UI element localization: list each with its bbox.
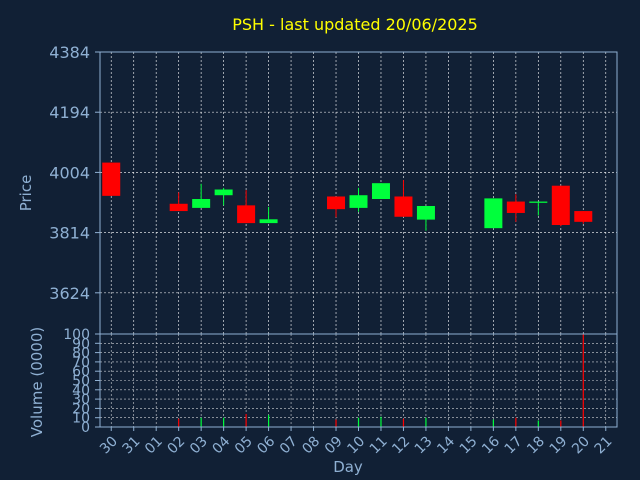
x-tick-label: 14 — [434, 433, 458, 457]
candle-body — [169, 203, 188, 212]
x-tick-label: 15 — [457, 433, 481, 457]
volume-y-tick-label: 80 — [72, 346, 90, 362]
price-y-tick-label: 3814 — [49, 224, 90, 243]
chart-title: PSH - last updated 20/06/2025 — [232, 15, 478, 34]
x-axis-label: Day — [333, 458, 363, 476]
x-tick-label: 16 — [479, 433, 503, 457]
x-tick-label: 08 — [299, 433, 323, 457]
volume-y-tick-label: 30 — [72, 392, 90, 408]
candle-body — [349, 195, 368, 208]
x-tick-label: 06 — [254, 433, 278, 457]
volume-y-tick-label: 100 — [63, 327, 90, 343]
x-tick-label: 03 — [187, 433, 211, 457]
volume-y-tick-label: 60 — [72, 364, 90, 380]
volume-y-tick-label: 10 — [72, 411, 90, 427]
x-tick-label: 04 — [209, 433, 233, 457]
candle-body — [371, 183, 390, 200]
x-tick-label: 31 — [120, 433, 144, 457]
candle-body — [259, 219, 278, 224]
volume-y-tick-label: 20 — [72, 401, 90, 417]
price-candles — [102, 162, 593, 231]
volume-plot-frame — [99, 333, 618, 428]
x-tick-label: 17 — [502, 433, 526, 457]
candle-body — [192, 199, 211, 208]
x-tick-label: 21 — [592, 433, 616, 457]
x-tick-label: 20 — [569, 433, 593, 457]
price-y-tick-label: 4384 — [49, 43, 90, 62]
x-tick-label: 11 — [367, 433, 391, 457]
x-tick-label: 02 — [165, 433, 189, 457]
x-tick-label: 07 — [277, 433, 301, 457]
y-axis-label-volume: Volume (0000) — [28, 327, 46, 437]
price-y-ticks: 4384 4194 4004 3814 3624 — [49, 43, 100, 303]
y-axis-label-price: Price — [17, 175, 35, 212]
volume-bars — [178, 334, 584, 427]
x-tick-label: 01 — [142, 433, 166, 457]
volume-grid — [100, 333, 617, 428]
x-tick-label: 30 — [97, 433, 121, 457]
price-y-tick-label: 4004 — [49, 163, 90, 182]
x-ticks: 3031010203040506070809101112131415161718… — [97, 427, 616, 457]
candle-body — [327, 196, 346, 210]
x-tick-label: 09 — [322, 433, 346, 457]
candle-body — [484, 198, 503, 229]
x-tick-label: 19 — [547, 433, 571, 457]
candle-body — [237, 205, 256, 224]
x-tick-label: 12 — [389, 433, 413, 457]
candle-body — [529, 201, 548, 203]
candle-body — [416, 205, 435, 220]
x-tick-label: 13 — [412, 433, 436, 457]
volume-y-tick-label: 90 — [72, 336, 90, 352]
x-tick-label: 18 — [524, 433, 548, 457]
volume-y-tick-label: 50 — [72, 374, 90, 390]
volume-y-tick-label: 70 — [72, 355, 90, 371]
volume-y-tick-label: 40 — [72, 383, 90, 399]
x-tick-label: 05 — [232, 433, 256, 457]
candle-body — [394, 196, 413, 217]
candle-body — [214, 189, 233, 196]
volume-y-tick-label: 0 — [81, 420, 90, 436]
price-y-tick-label: 3624 — [49, 284, 90, 303]
candle-body — [551, 185, 570, 226]
x-tick-label: 10 — [344, 433, 368, 457]
candle-body — [102, 162, 121, 196]
candle-body — [574, 211, 593, 222]
price-y-tick-label: 4194 — [49, 103, 90, 122]
candle-body — [506, 201, 525, 213]
